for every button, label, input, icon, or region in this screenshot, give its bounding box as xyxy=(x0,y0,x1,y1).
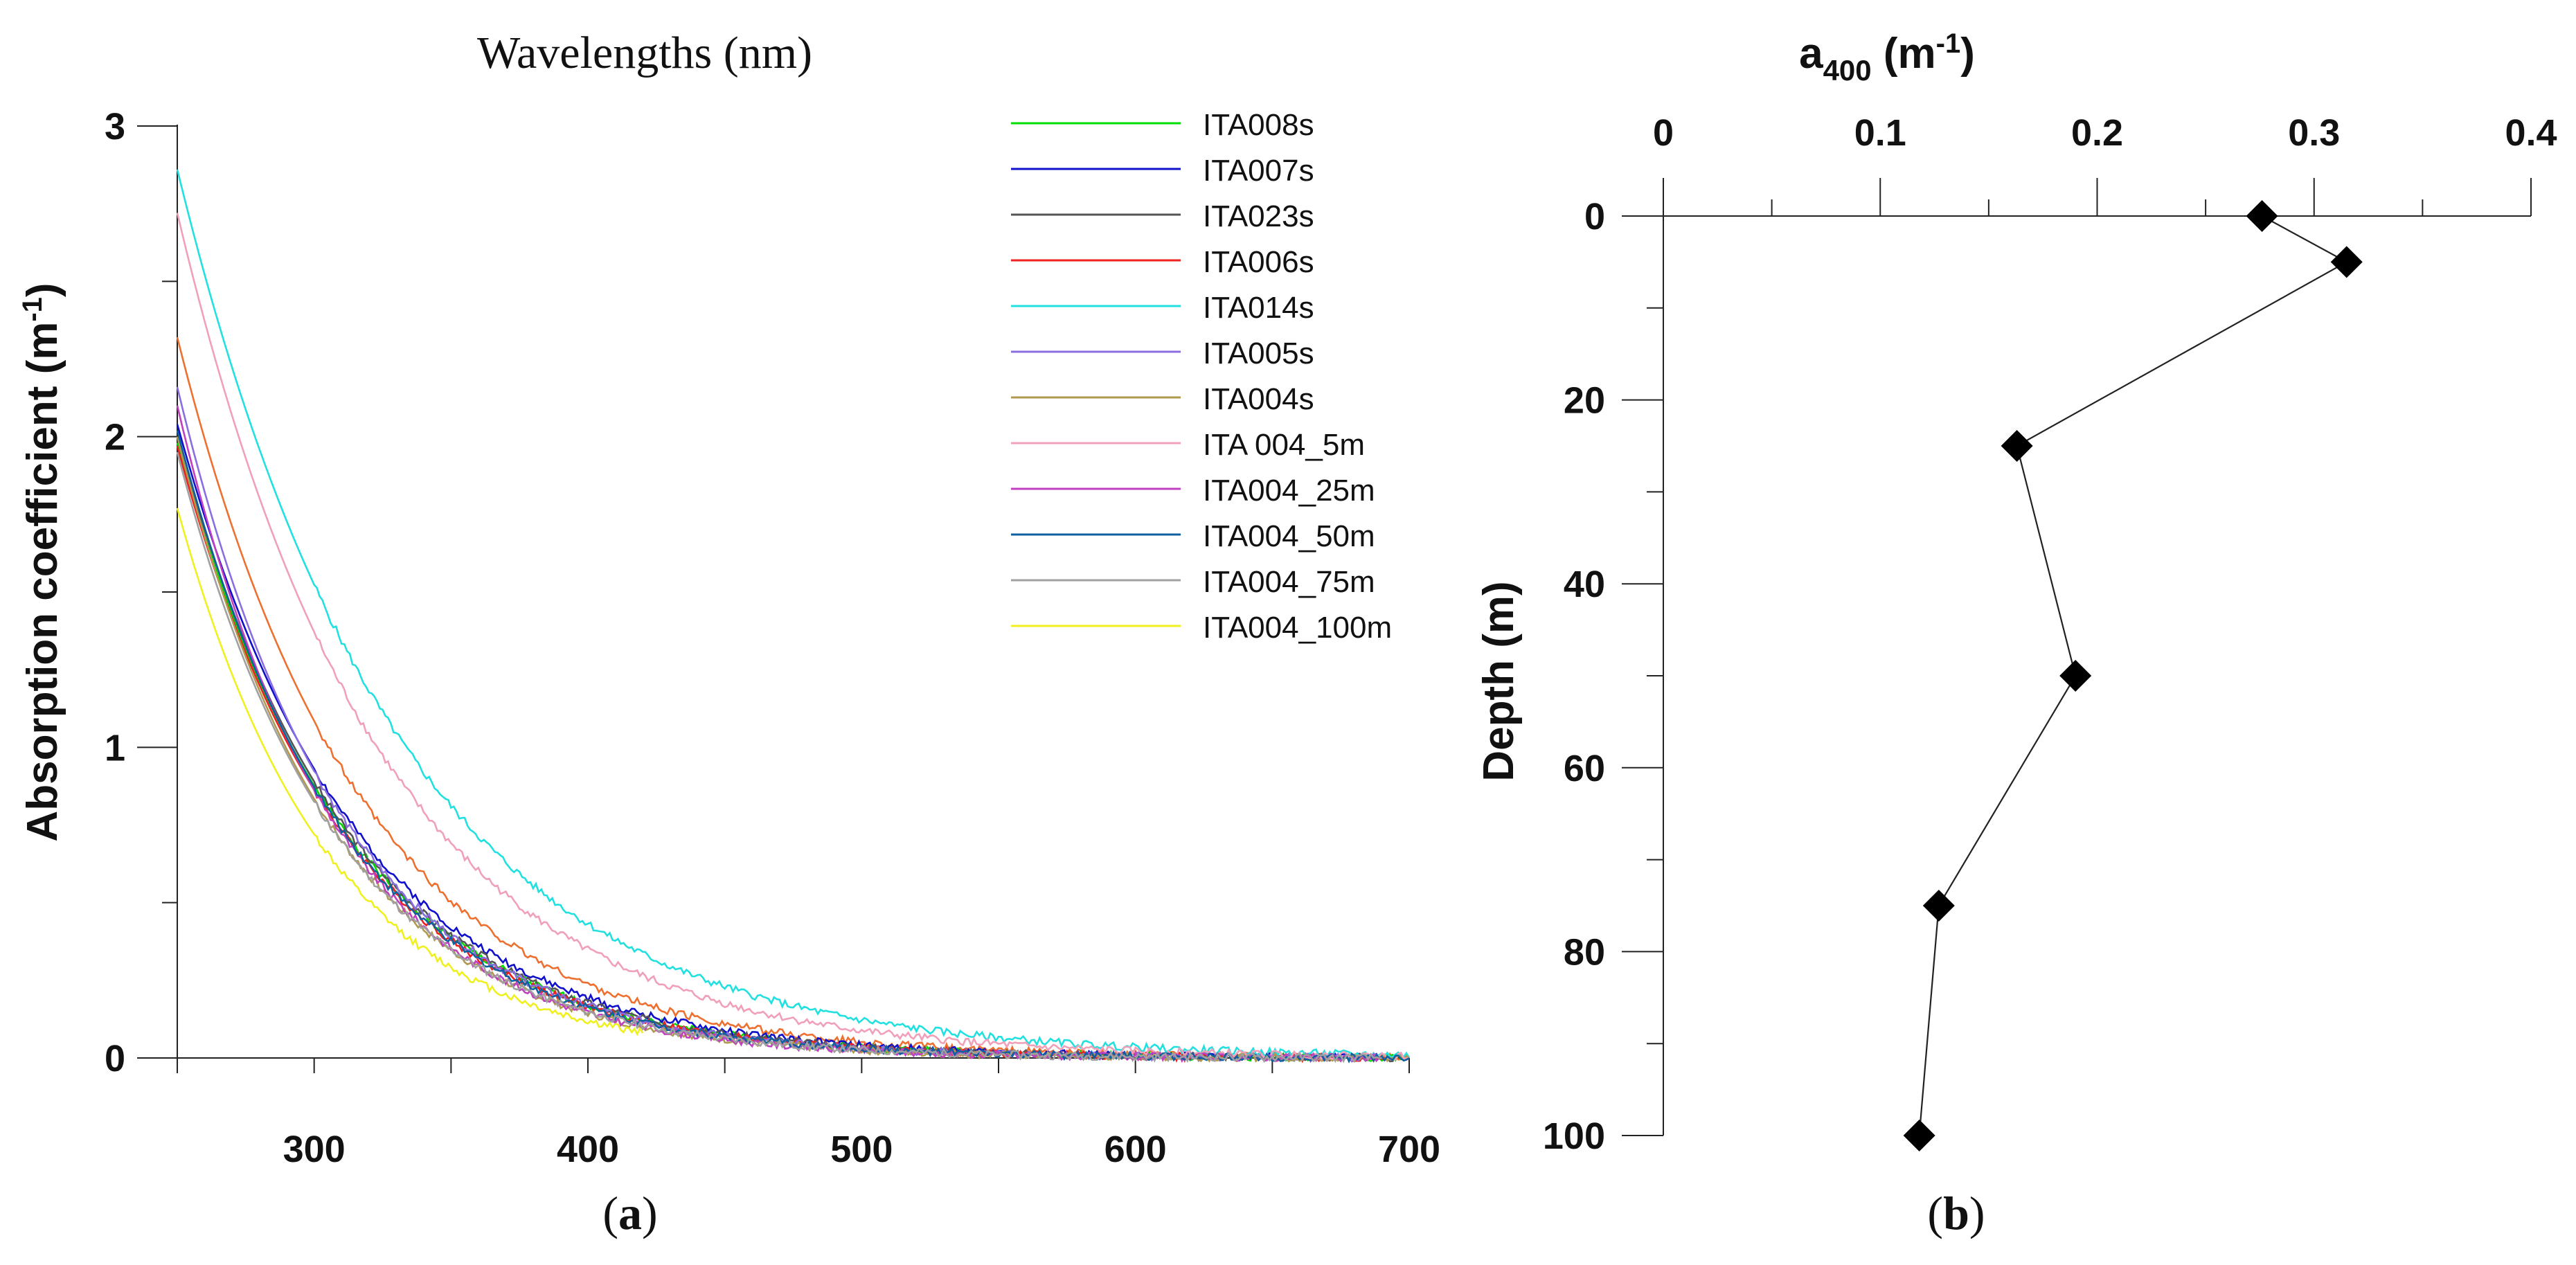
panel-b-y-tick-label: 100 xyxy=(1543,1115,1605,1157)
panel-a-caption-open: ( xyxy=(602,1187,618,1239)
panel-a-curve-ita004-50m xyxy=(176,430,1410,1064)
panel-a-legend-label: ITA 004_5m xyxy=(1203,428,1365,462)
panel-b-profile-line xyxy=(1918,215,2348,1136)
panel-b-y-tick-label: 60 xyxy=(1564,748,1605,789)
panel-a-legend-label: ITA007s xyxy=(1203,154,1314,188)
panel-a-curves xyxy=(176,169,1411,1064)
panel-b-y-axis-label: Depth (m) xyxy=(1475,581,1523,781)
panel-a-x-tick-label: 600 xyxy=(1104,1129,1167,1170)
panel-a-absorption-spectra: Wavelengths (nm) 300 400 500 600 700 0 1 2 3 Abs… xyxy=(17,28,1440,1239)
panel-a-x-tick-label: 300 xyxy=(283,1129,346,1170)
panel-b-data-point-depth-5 xyxy=(2330,246,2363,278)
panel-a-axes: 300 400 500 600 700 0 1 2 3 xyxy=(105,106,1440,1170)
panel-a-caption-letter: a xyxy=(618,1187,642,1239)
panel-b-data-point-depth-75 xyxy=(1922,890,1955,922)
panel-a-x-tick-label: 500 xyxy=(830,1129,893,1170)
panel-b-title-sup: -1 xyxy=(1936,28,1961,59)
panel-a-y-label-end: ) xyxy=(19,282,66,297)
panel-b-x-tick-label: 0.4 xyxy=(2505,112,2557,154)
panel-b-data-point-depth-50 xyxy=(2059,660,2092,692)
panel-a-y-tick-label: 3 xyxy=(105,106,125,147)
panel-b-data-point-depth-0 xyxy=(2246,200,2278,232)
panel-a-legend-label: ITA005s xyxy=(1203,337,1314,370)
panel-b-axes: 0 0.1 0.2 0.3 0.4 0 20 40 60 80 100 xyxy=(1543,112,2557,1157)
panel-b-x-tick-label: 0.2 xyxy=(2071,112,2123,154)
panel-a-curve-ita004-75m xyxy=(176,451,1382,1064)
panel-a-y-label-sup: -1 xyxy=(17,297,48,322)
panel-a-x-tick-label: 700 xyxy=(1378,1129,1440,1170)
panel-b-y-tick-label: 20 xyxy=(1564,380,1605,422)
panel-a-curve-ita004-25m xyxy=(176,405,1382,1063)
panel-b-a400-depth-profile: a400 (m-1) 0 0.1 0.2 0.3 0.4 0 20 40 60 80 100 Dep… xyxy=(1475,28,2557,1239)
panel-b-data-point-depth-100 xyxy=(1903,1120,1935,1151)
panel-a-legend-label: ITA014s xyxy=(1203,291,1314,325)
panel-b-title-units: (m xyxy=(1872,30,1936,78)
panel-a-legend-label: ITA023s xyxy=(1203,199,1314,233)
panel-a-y-tick-label: 1 xyxy=(105,727,125,769)
panel-a-legend-label: ITA004_100m xyxy=(1203,611,1392,645)
panel-b-profile xyxy=(1903,200,2363,1151)
panel-b-caption: (b) xyxy=(1927,1187,1985,1239)
panel-a-legend: ITA008s ITA007s ITA023s ITA006s ITA014s ITA00… xyxy=(1011,108,1392,645)
panel-a-legend-label: ITA004s xyxy=(1203,382,1314,416)
panel-b-title: a400 (m-1) xyxy=(1799,28,1975,87)
panel-a-legend-label: ITA004_50m xyxy=(1203,519,1375,553)
panel-a-y-label-main: Absorption coefficient (m xyxy=(19,322,66,842)
panel-b-x-tick-label: 0 xyxy=(1653,112,1674,154)
panel-a-legend-label: ITA006s xyxy=(1203,245,1314,279)
panel-a-y-tick-label: 0 xyxy=(105,1038,125,1079)
panel-b-y-tick-label: 40 xyxy=(1564,564,1605,605)
panel-b-title-sub: 400 xyxy=(1823,54,1872,87)
panel-b-x-tick-label: 0.1 xyxy=(1854,112,1906,154)
panel-a-title: Wavelengths (nm) xyxy=(477,28,812,78)
panel-a-curve-ita004-100m xyxy=(176,508,644,1037)
panel-a-curve-ita014s xyxy=(176,169,1411,1059)
panel-b-caption-letter: b xyxy=(1943,1187,1969,1239)
panel-a-legend-label: ITA004_25m xyxy=(1203,474,1375,508)
panel-a-x-tick-label: 400 xyxy=(557,1129,619,1170)
panel-b-caption-open: ( xyxy=(1927,1187,1943,1239)
panel-b-caption-close: ) xyxy=(1969,1187,1985,1239)
panel-a-legend-label: ITA008s xyxy=(1203,108,1314,142)
panel-b-data-point-depth-25 xyxy=(2001,430,2033,462)
panel-a-curve-ita005s xyxy=(176,386,1382,1064)
panel-a-curve-ita007s xyxy=(176,424,1382,1063)
panel-a-caption: (a) xyxy=(602,1187,657,1239)
panel-a-caption-close: ) xyxy=(642,1187,658,1239)
panel-a-legend-label: ITA004_75m xyxy=(1203,565,1375,599)
panel-b-y-tick-label: 80 xyxy=(1564,931,1605,973)
panel-a-curve-ita-004-5m xyxy=(176,213,1410,1061)
panel-b-x-tick-label: 0.3 xyxy=(2288,112,2340,154)
panel-b-title-end: ) xyxy=(1960,30,1975,78)
panel-b-title-main: a xyxy=(1799,30,1823,78)
panel-b-y-tick-label: 0 xyxy=(1584,196,1605,237)
panel-a-y-axis-label: Absorption coefficient (m-1) xyxy=(17,282,66,841)
panel-a-y-tick-label: 2 xyxy=(105,417,125,458)
